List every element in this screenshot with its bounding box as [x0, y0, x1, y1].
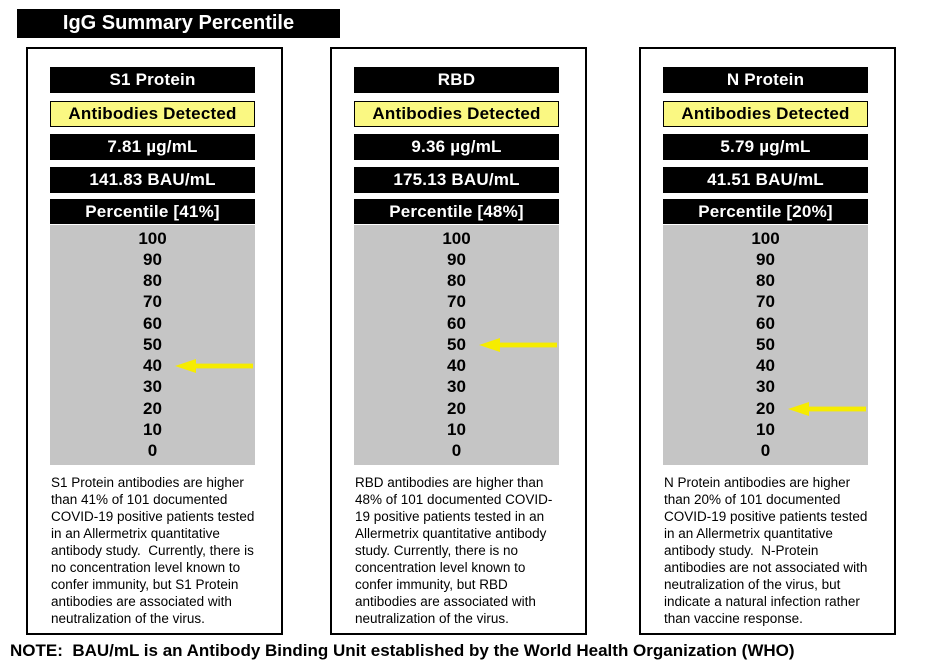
panel-description: S1 Protein antibodies are higher than 41… [51, 475, 259, 626]
scale-tick-label: 80 [143, 271, 162, 291]
scale-tick-20: 20 [50, 398, 255, 419]
footer-note: NOTE: BAU/mL is an Antibody Binding Unit… [10, 641, 795, 660]
panel-description: N Protein antibodies are higher than 20%… [664, 475, 872, 626]
scale-tick-label: 60 [756, 313, 775, 333]
panel-n-protein: N Protein Antibodies Detected 5.79 µg/mL… [639, 47, 896, 635]
scale-tick-label: 40 [756, 356, 775, 376]
scale-tick-label: 30 [143, 377, 162, 397]
scale-tick-50: 50 [50, 334, 255, 355]
scale-tick-90: 90 [354, 249, 559, 270]
protein-name-bar: N Protein [663, 67, 868, 93]
percentile-header-bar: Percentile [41%] [50, 199, 255, 224]
scale-tick-60: 60 [663, 313, 868, 334]
scale-tick-70: 70 [50, 292, 255, 313]
concentration-value-bar: 7.81 µg/mL [50, 134, 255, 160]
scale-tick-label: 0 [760, 441, 771, 461]
concentration-value-bar: 9.36 µg/mL [354, 134, 559, 160]
scale-tick-label: 90 [143, 249, 162, 269]
scale-tick-label: 20 [756, 398, 775, 418]
percentile-arrow-icon [174, 358, 253, 374]
scale-tick-label: 10 [143, 420, 162, 440]
scale-tick-10: 10 [663, 419, 868, 440]
percentile-header-bar: Percentile [48%] [354, 199, 559, 224]
scale-tick-0: 0 [663, 441, 868, 462]
scale-tick-80: 80 [354, 271, 559, 292]
scale-tick-label: 10 [447, 420, 466, 440]
panel-rbd: RBD Antibodies Detected 9.36 µg/mL 175.1… [330, 47, 587, 635]
scale-tick-10: 10 [354, 419, 559, 440]
scale-tick-label: 40 [447, 356, 466, 376]
antibodies-detected-banner: Antibodies Detected [354, 101, 559, 127]
percentile-arrow-icon [478, 337, 557, 353]
scale-tick-30: 30 [354, 377, 559, 398]
percentile-header-bar: Percentile [20%] [663, 199, 868, 224]
bau-value-bar: 141.83 BAU/mL [50, 167, 255, 193]
page-title: IgG Summary Percentile [17, 9, 340, 38]
scale-tick-label: 70 [143, 292, 162, 312]
scale-tick-80: 80 [50, 271, 255, 292]
scale-tick-label: 10 [756, 420, 775, 440]
scale-tick-label: 70 [447, 292, 466, 312]
antibodies-detected-banner: Antibodies Detected [663, 101, 868, 127]
scale-tick-label: 80 [756, 271, 775, 291]
scale-tick-label: 100 [751, 228, 780, 248]
scale-tick-20: 20 [663, 398, 868, 419]
percentile-scale: 100 90 80 70 60 50 40 30 20 10 0 [50, 225, 255, 465]
scale-tick-30: 30 [50, 377, 255, 398]
scale-tick-label: 30 [447, 377, 466, 397]
scale-tick-100: 100 [663, 228, 868, 249]
scale-tick-label: 100 [442, 228, 471, 248]
scale-tick-50: 50 [663, 334, 868, 355]
panel-s1-protein: S1 Protein Antibodies Detected 7.81 µg/m… [26, 47, 283, 635]
scale-tick-label: 90 [756, 249, 775, 269]
scale-tick-40: 40 [663, 356, 868, 377]
scale-tick-label: 50 [756, 334, 775, 354]
protein-name-bar: S1 Protein [50, 67, 255, 93]
scale-tick-0: 0 [354, 441, 559, 462]
scale-tick-90: 90 [50, 249, 255, 270]
panel-description: RBD antibodies are higher than 48% of 10… [355, 475, 553, 626]
scale-tick-40: 40 [354, 356, 559, 377]
scale-tick-label: 100 [138, 228, 167, 248]
scale-tick-90: 90 [663, 249, 868, 270]
scale-tick-20: 20 [354, 398, 559, 419]
scale-tick-0: 0 [50, 441, 255, 462]
scale-tick-label: 80 [447, 271, 466, 291]
scale-tick-50: 50 [354, 334, 559, 355]
scale-tick-10: 10 [50, 419, 255, 440]
scale-tick-40: 40 [50, 356, 255, 377]
scale-tick-60: 60 [50, 313, 255, 334]
scale-tick-70: 70 [663, 292, 868, 313]
scale-tick-label: 20 [447, 398, 466, 418]
percentile-arrow-icon [787, 401, 866, 417]
bau-value-bar: 41.51 BAU/mL [663, 167, 868, 193]
scale-tick-60: 60 [354, 313, 559, 334]
scale-tick-80: 80 [663, 271, 868, 292]
scale-tick-100: 100 [354, 228, 559, 249]
percentile-scale: 100 90 80 70 60 50 40 30 20 10 0 [354, 225, 559, 465]
scale-tick-70: 70 [354, 292, 559, 313]
scale-tick-label: 0 [451, 441, 462, 461]
scale-tick-label: 70 [756, 292, 775, 312]
scale-tick-label: 60 [143, 313, 162, 333]
scale-tick-label: 50 [447, 334, 466, 354]
percentile-scale: 100 90 80 70 60 50 40 30 20 10 0 [663, 225, 868, 465]
concentration-value-bar: 5.79 µg/mL [663, 134, 868, 160]
antibodies-detected-banner: Antibodies Detected [50, 101, 255, 127]
scale-tick-30: 30 [663, 377, 868, 398]
bau-value-bar: 175.13 BAU/mL [354, 167, 559, 193]
protein-name-bar: RBD [354, 67, 559, 93]
scale-tick-label: 30 [756, 377, 775, 397]
scale-tick-label: 90 [447, 249, 466, 269]
scale-tick-100: 100 [50, 228, 255, 249]
scale-tick-label: 50 [143, 334, 162, 354]
scale-tick-label: 60 [447, 313, 466, 333]
scale-tick-label: 0 [147, 441, 158, 461]
scale-tick-label: 20 [143, 398, 162, 418]
scale-tick-label: 40 [143, 356, 162, 376]
